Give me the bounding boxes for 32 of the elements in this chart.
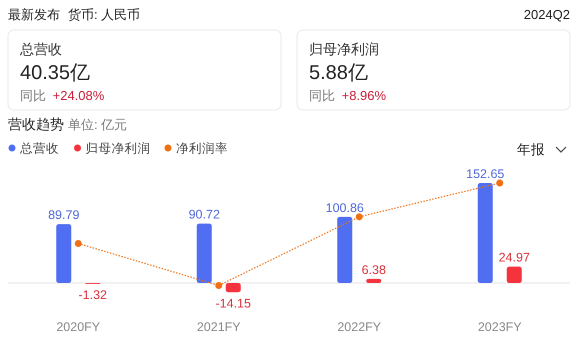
data-label: 6.38 <box>362 262 386 277</box>
data-label: 89.79 <box>48 208 80 222</box>
data-label: -14.15 <box>216 296 252 310</box>
bar <box>506 266 522 283</box>
bar <box>226 283 241 292</box>
point <box>496 180 504 186</box>
legend: 净利润率 <box>164 142 228 156</box>
x-tick-label: 2021FY <box>196 320 242 334</box>
legend-label: 总营收 <box>19 142 59 156</box>
bar <box>56 224 72 283</box>
x-tick-label: 2020FY <box>56 320 101 334</box>
text: 年报 <box>517 142 545 157</box>
chart-title: 营收趋势 <box>8 116 64 132</box>
point <box>356 213 363 220</box>
x-tick-label: 2023FY <box>478 320 522 334</box>
text: 货币: 人民币 <box>68 7 140 22</box>
text: 最新发布 <box>8 7 60 22</box>
data-label: 152.65 <box>466 167 504 181</box>
point <box>215 282 222 289</box>
data-label: 100.86 <box>326 200 364 215</box>
x-tick-label: 2022FY <box>337 320 382 334</box>
data-label: 24.97 <box>498 250 530 265</box>
legend-label: 净利润率 <box>176 140 228 156</box>
data-label: 90.72 <box>188 208 220 222</box>
bar <box>478 183 493 283</box>
bar <box>196 224 212 283</box>
legend-label: 归母净利润 <box>86 142 150 156</box>
text: 2024Q2 <box>524 7 570 22</box>
chart-subtitle: 单位: 亿元 <box>68 117 128 132</box>
data-label: -1.32 <box>78 288 108 302</box>
point <box>74 240 82 247</box>
bar <box>337 216 352 283</box>
